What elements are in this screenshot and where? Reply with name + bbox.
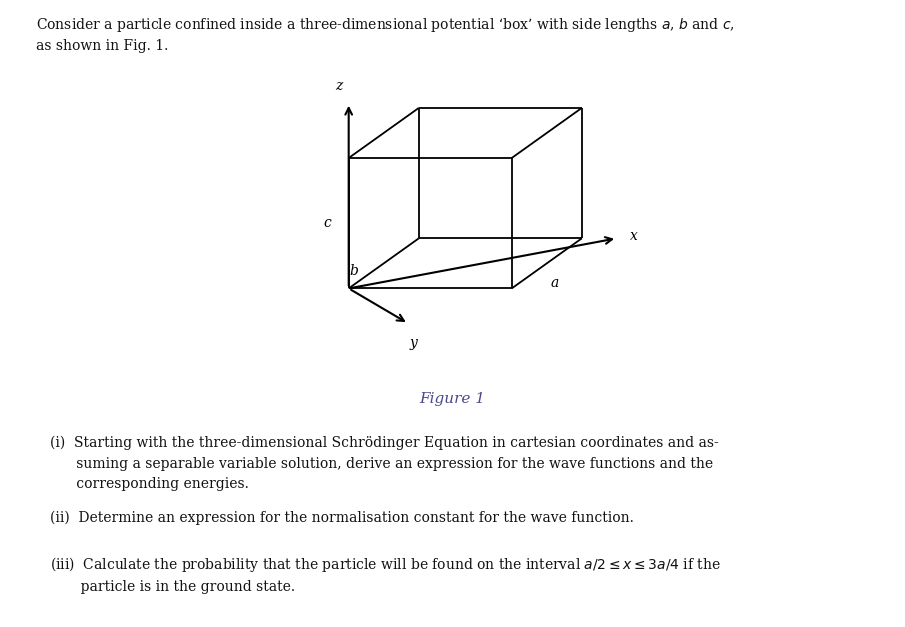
- Text: z: z: [335, 79, 342, 93]
- Text: y: y: [409, 336, 417, 350]
- Text: b: b: [350, 264, 358, 278]
- Text: a: a: [550, 276, 558, 290]
- Text: (iii)  Calculate the probability that the particle will be found on the interval: (iii) Calculate the probability that the…: [50, 555, 720, 594]
- Text: x: x: [630, 229, 637, 243]
- Text: (ii)  Determine an expression for the normalisation constant for the wave functi: (ii) Determine an expression for the nor…: [50, 511, 633, 525]
- Text: c: c: [323, 216, 331, 230]
- Text: Consider a particle confined inside a three-dimensional potential ‘box’ with sid: Consider a particle confined inside a th…: [36, 16, 735, 53]
- Text: (i)  Starting with the three-dimensional Schrödinger Equation in cartesian coord: (i) Starting with the three-dimensional …: [50, 436, 719, 492]
- Text: Figure 1: Figure 1: [420, 392, 485, 406]
